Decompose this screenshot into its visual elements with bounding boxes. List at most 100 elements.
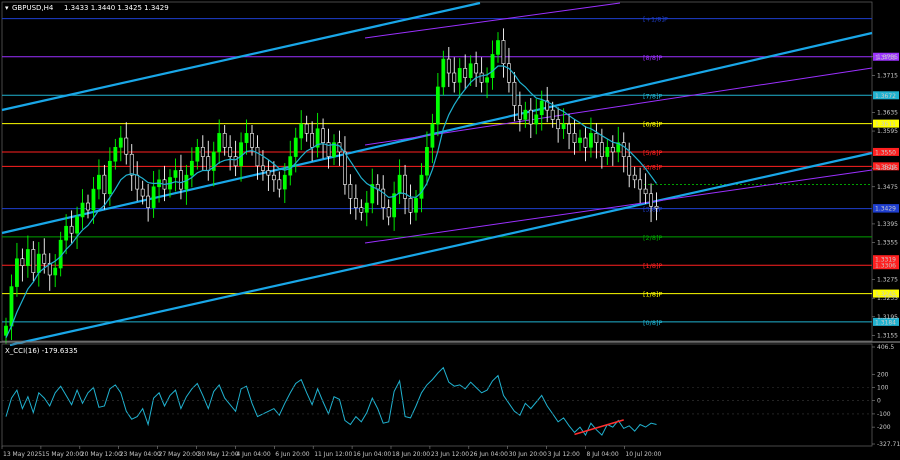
price-tick-label: 1.3475: [877, 184, 898, 191]
price-tick-label: 1.3155: [877, 332, 898, 339]
candle-body: [501, 40, 506, 65]
candle-body: [610, 147, 615, 153]
candle-body: [403, 174, 407, 199]
candle-body: [414, 198, 418, 213]
candle-body: [129, 153, 134, 176]
price-tag-value: 1.3755: [875, 54, 896, 61]
candle-body: [118, 137, 123, 148]
candle-body: [517, 105, 522, 120]
price-tag-value: 1.3550: [875, 149, 896, 156]
candle-body: [255, 147, 260, 167]
murray-level-label: [4/8]P: [643, 163, 663, 171]
candle-body: [353, 198, 358, 208]
date-tick-label: 4 Jun 04:00: [236, 451, 270, 458]
price-tick-label: 1.3195: [877, 314, 898, 321]
candle-body: [304, 123, 309, 134]
candle-body: [621, 142, 626, 157]
candle-body: [485, 77, 489, 83]
channel-upper-line: [1, 1, 481, 112]
candle-body: [151, 186, 156, 208]
date-tick-label: 11 Jun 12:00: [314, 451, 352, 458]
candle-body: [490, 54, 495, 78]
candle-body: [556, 119, 561, 130]
price-tag-value: 1.3519: [875, 164, 896, 171]
candle-body: [107, 160, 112, 195]
current-price-box: [873, 204, 899, 213]
candle-body: [282, 174, 287, 190]
price-tag-box: [873, 261, 899, 270]
candle-body: [69, 225, 74, 234]
price-tag-box: [873, 52, 899, 61]
candle-body: [572, 133, 577, 143]
candle-body: [359, 207, 364, 213]
candle-body: [616, 142, 621, 153]
price-tag-value: 1.3611: [875, 121, 896, 128]
candle-body: [140, 188, 145, 197]
indicator-title: X_CCI(16) -179.6335: [5, 347, 78, 355]
candle-body: [632, 174, 637, 181]
candle-body: [233, 156, 238, 167]
candle-body: [31, 249, 36, 273]
date-tick-label: 26 Jun 04:00: [470, 451, 508, 458]
date-tick-label: 30 Jun 20:00: [509, 451, 547, 458]
candle-body: [266, 170, 271, 176]
cci-pane[interactable]: 406.5 200 100 0 -100 -200 -327.719: [1, 343, 900, 448]
candle-body: [206, 156, 211, 171]
candle-body: [36, 253, 41, 273]
candle-body: [4, 325, 8, 336]
candle-body: [15, 258, 19, 287]
candle-body: [146, 195, 151, 208]
date-tick-label: 15 May 20:00: [42, 451, 83, 458]
price-tag-value: 1.3184: [875, 319, 896, 326]
price-tick-label: 1.3395: [877, 221, 898, 228]
murray-level-label: [7/8]P: [643, 92, 663, 100]
candle-body: [271, 174, 276, 181]
red-price-label: 1.3319: [875, 257, 896, 264]
candle-body: [468, 63, 473, 78]
candle-body: [446, 58, 451, 74]
price-tag-box: [873, 91, 899, 100]
murray-level-label: [0/8]P: [643, 319, 663, 327]
channel-lower-line: [9, 151, 873, 347]
price-axis: 1.3755 1.3715 1.3635 1.3595 1.3515 1.3475 1.33…: [872, 54, 899, 339]
candle-body: [381, 188, 386, 208]
candle-body: [9, 286, 14, 327]
murray-level-label: [5/8]P: [643, 149, 663, 157]
candle-body: [654, 205, 659, 209]
red-price-box: [873, 255, 899, 264]
murray-level-label: [+1/8]P: [643, 16, 668, 24]
cci-tick-label: -327.719: [877, 441, 900, 448]
candle-body: [20, 258, 25, 267]
price-pane[interactable]: [+1/8]P [8/8]P 1.3755 [7/8]P 1.3672 [6/8]P 1.3…: [1, 1, 899, 347]
candle-body: [457, 68, 462, 83]
ohlc-readout: 1.3433 1.3440 1.3425 1.3429: [64, 4, 169, 12]
candle-body: [299, 123, 304, 139]
candle-body: [113, 147, 118, 162]
moving-average-line: [5, 65, 657, 338]
date-tick-label: 13 May 2025: [3, 451, 42, 458]
candle-body: [239, 142, 243, 167]
candle-body: [244, 133, 249, 143]
candle-body: [638, 179, 643, 190]
price-tick-label: 1.3515: [877, 165, 898, 172]
cci-tick-label: 0: [877, 398, 881, 405]
candle-body: [310, 133, 315, 148]
price-tag-box: [873, 317, 899, 326]
price-tick-label: 1.3715: [877, 72, 898, 79]
candle-body: [545, 100, 550, 111]
date-tick-label: 3 Jul 12:00: [548, 451, 580, 458]
candle-body: [348, 184, 353, 199]
inner-channel-top: [364, 2, 621, 39]
candle-body: [496, 40, 500, 55]
murray-level-label: [1/8]P: [643, 262, 663, 270]
price-tag-box: [873, 289, 899, 298]
candle-body: [326, 142, 331, 157]
price-tick-label: 1.3755: [877, 54, 898, 61]
murray-level-label: [8/8]P: [643, 54, 663, 62]
candle-body: [332, 142, 336, 157]
candle-body: [512, 81, 517, 106]
candle-body: [102, 174, 107, 195]
candle-body: [386, 207, 391, 218]
